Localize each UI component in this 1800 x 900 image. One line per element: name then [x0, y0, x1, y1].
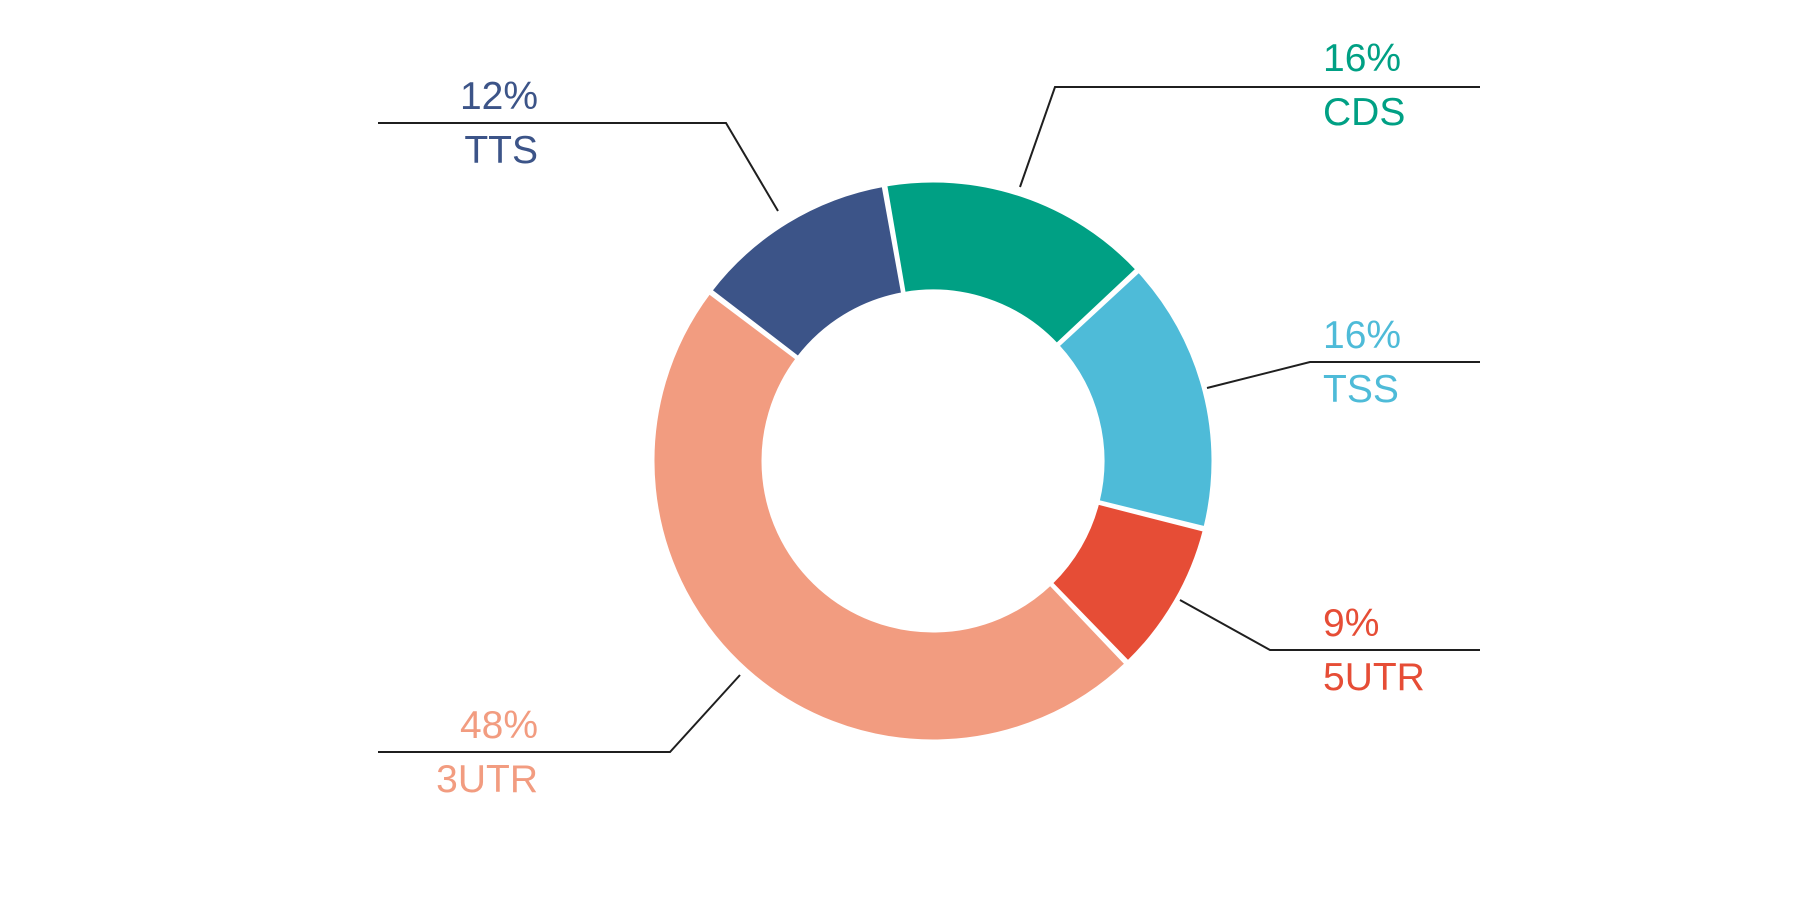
- donut-slices: [651, 179, 1215, 743]
- category-label-tss: TSS: [1323, 368, 1399, 411]
- percent-label-cds: 16%: [1323, 37, 1401, 80]
- category-label-cds: CDS: [1323, 91, 1405, 134]
- leader-lines: [378, 86, 1480, 753]
- leader-line-cds: [1019, 86, 1480, 188]
- category-label-5utr: 5UTR: [1323, 656, 1425, 699]
- slice-tss: [1055, 269, 1215, 530]
- slice-3utr: [651, 290, 1129, 743]
- percent-label-5utr: 9%: [1323, 602, 1379, 645]
- percent-label-tts: 12%: [460, 75, 538, 118]
- category-label-tts: TTS: [464, 129, 538, 172]
- slice-cds: [883, 179, 1140, 347]
- percent-label-3utr: 48%: [460, 704, 538, 747]
- slice-5utr: [1049, 501, 1207, 665]
- percent-label-tss: 16%: [1323, 314, 1401, 357]
- leader-line-5utr: [1179, 599, 1480, 651]
- leader-line-3utr: [378, 674, 741, 753]
- category-label-3utr: 3UTR: [436, 758, 538, 801]
- leader-line-tts: [378, 122, 779, 212]
- leader-line-tss: [1206, 361, 1480, 389]
- slice-labels: 16% CDS 16% TSS 9% 5UTR 48% 3UTR 12% TTS: [436, 37, 1425, 801]
- slice-tts: [708, 183, 905, 360]
